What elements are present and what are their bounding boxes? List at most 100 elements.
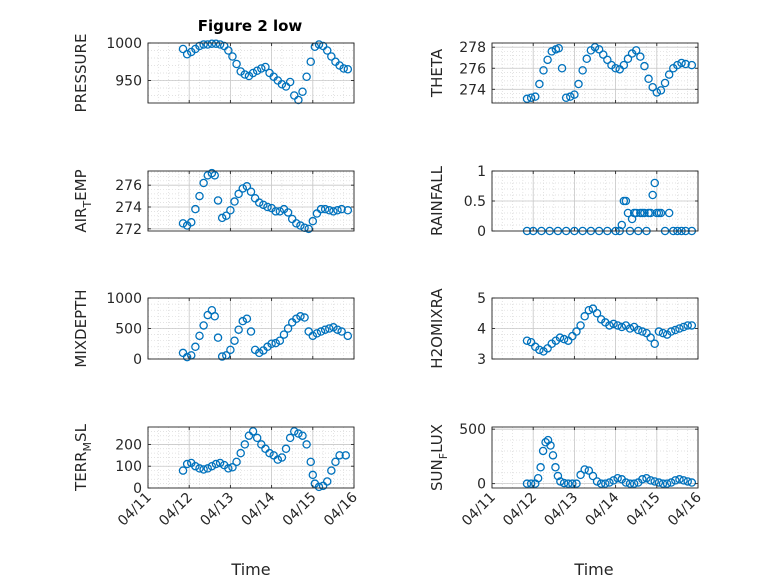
data-point <box>343 331 353 341</box>
data-point <box>572 327 581 336</box>
data-point <box>314 482 324 492</box>
data-point <box>343 206 353 215</box>
data-point <box>601 479 610 488</box>
data-point <box>211 459 221 469</box>
x-tick-label: 04/12 <box>500 490 540 530</box>
y-tick-label: 276 <box>459 61 486 77</box>
data-point <box>538 446 548 456</box>
data-point <box>329 323 338 332</box>
subplot-4: 0 0.5 1 RAINFALL <box>428 164 699 240</box>
data-point <box>522 336 532 345</box>
y-tick-label: 3 <box>477 352 486 368</box>
data-point <box>642 473 651 483</box>
data-point <box>611 64 620 73</box>
data-point <box>290 427 299 436</box>
data-point <box>261 62 270 72</box>
x-tick-label: 04/15 <box>624 490 664 530</box>
y-axis-label: MIXDEPTH <box>72 289 90 367</box>
data-point <box>333 206 342 215</box>
data-point <box>533 473 543 483</box>
data-point <box>248 68 258 78</box>
y-axis-label: SUNFLUX <box>428 424 450 491</box>
y-tick-label: 500 <box>459 422 486 438</box>
axes-box <box>491 426 699 489</box>
y-tick-label: 272 <box>115 222 142 238</box>
data-point <box>584 305 594 315</box>
data-point <box>277 453 287 462</box>
data-point <box>187 218 196 227</box>
data-point <box>226 206 235 215</box>
data-point <box>687 60 697 70</box>
data-point <box>580 465 589 474</box>
data-point <box>617 322 627 332</box>
data-point <box>590 42 600 52</box>
data-point <box>283 208 293 217</box>
data-point <box>598 50 608 59</box>
data-point <box>613 473 622 483</box>
data-point <box>320 325 330 334</box>
data-point <box>566 92 575 101</box>
x-axis-label-left: Time <box>230 560 270 579</box>
data-point <box>592 308 602 318</box>
subplot-2: 274 276 278 THETA <box>428 40 699 104</box>
x-tick-label: 04/11 <box>459 490 499 530</box>
data-point <box>257 64 266 73</box>
data-point <box>648 82 657 92</box>
data-point <box>213 196 223 205</box>
data-point <box>191 342 200 352</box>
series-points <box>178 168 353 234</box>
x-tick-label: 04/15 <box>280 490 320 530</box>
subplot-5: 0 500 1000 MIXDEPTH <box>72 289 355 368</box>
data-point <box>623 54 633 64</box>
data-point <box>207 461 217 471</box>
data-point <box>195 464 204 473</box>
data-point <box>203 40 212 49</box>
data-point <box>551 463 560 472</box>
y-axis-label: TERRMSL <box>72 423 94 492</box>
y-axis-label: THETA <box>428 48 446 98</box>
axes-box <box>491 42 699 104</box>
data-point <box>588 471 598 481</box>
data-point <box>539 66 548 75</box>
data-point <box>203 464 212 473</box>
data-point <box>325 324 334 333</box>
data-point <box>662 479 672 488</box>
data-point <box>248 427 258 436</box>
data-point <box>300 313 309 322</box>
y-axis-label: H2OMIXRA <box>428 288 446 369</box>
data-point <box>265 448 274 458</box>
y-tick-label: 276 <box>115 178 142 194</box>
data-point <box>199 465 208 474</box>
data-point <box>259 200 268 210</box>
data-point <box>648 190 657 200</box>
data-point <box>271 338 280 348</box>
subplot-3: 272 274 276 AIRTEMP <box>72 168 355 238</box>
data-point <box>178 44 188 54</box>
data-point <box>267 339 276 348</box>
data-point <box>658 328 668 338</box>
data-point <box>631 208 641 218</box>
data-point <box>296 312 305 321</box>
data-point <box>333 325 342 334</box>
data-point <box>329 207 338 216</box>
data-point <box>296 221 305 230</box>
data-point <box>646 476 655 485</box>
series-points <box>178 305 353 362</box>
data-point <box>240 70 250 79</box>
data-point <box>631 46 641 55</box>
data-point <box>210 312 219 321</box>
data-point <box>547 47 556 56</box>
data-point <box>234 325 243 334</box>
data-point <box>246 187 256 196</box>
series-points <box>178 427 351 492</box>
data-point <box>531 92 540 101</box>
data-point <box>671 325 680 335</box>
data-point <box>271 207 280 216</box>
data-point <box>664 208 674 218</box>
x-axis-label-right: Time <box>573 560 613 579</box>
y-tick-label: 0 <box>133 481 142 497</box>
data-point <box>308 331 318 341</box>
y-tick-label: 500 <box>115 322 142 338</box>
data-point <box>217 352 227 361</box>
data-point <box>294 95 303 105</box>
